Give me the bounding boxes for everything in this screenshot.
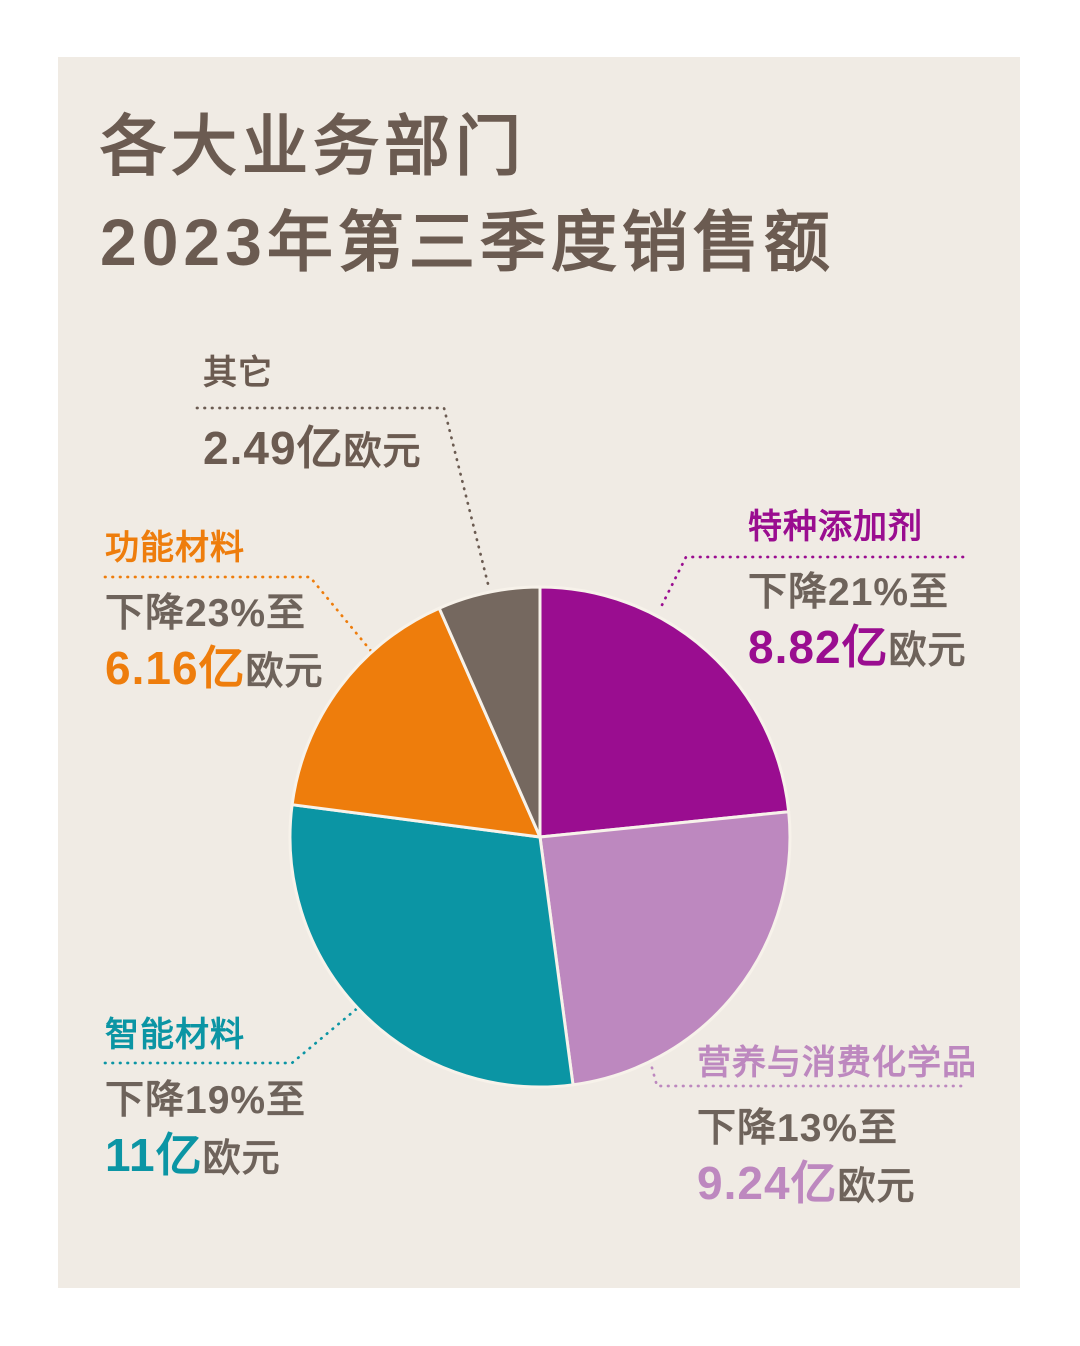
- segment-change: 下降19%至: [105, 1078, 307, 1122]
- pie-slice-3: [290, 606, 542, 839]
- callout-line-specialty-additives: [657, 555, 965, 613]
- segment-value: 2.49亿欧元: [203, 422, 422, 475]
- callout-line-functional-materials: [103, 575, 373, 653]
- segment-value: 6.16亿欧元: [105, 642, 324, 695]
- segment-value-number: 6.16亿: [105, 642, 246, 695]
- segment-value-unit: 欧元: [202, 1138, 281, 1181]
- callout-line-smart-materials: [103, 999, 368, 1065]
- callout-line-other: [195, 406, 490, 586]
- segment-value: 11亿欧元: [105, 1129, 306, 1182]
- pie-slice-2: [288, 803, 575, 1089]
- pie-slice-1: [538, 810, 792, 1087]
- segment-value-number: 11亿: [105, 1129, 203, 1182]
- segment-label: 营养与消费化学品: [697, 1044, 977, 1082]
- segment-value-unit: 欧元: [343, 430, 422, 473]
- segment-label: 特种添加剂: [748, 508, 923, 546]
- pie-slice-0: [538, 585, 791, 839]
- pie: [288, 585, 792, 1089]
- chart-title-line2: 2023年第三季度销售额: [100, 205, 835, 279]
- segment-value-number: 8.82亿: [748, 621, 889, 674]
- segment-value-unit: 欧元: [245, 651, 324, 694]
- segment-change: 下降21%至: [748, 570, 950, 614]
- callout-specialty-additives: 特种添加剂 下降21%至 8.82亿欧元: [748, 506, 967, 674]
- segment-value: 8.82亿欧元: [748, 621, 967, 674]
- callout-nutrition-consumer: 营养与消费化学品 下降13%至 9.24亿欧元: [697, 1042, 977, 1210]
- segment-change: 下降13%至: [697, 1106, 899, 1150]
- callout-smart-materials: 智能材料 下降19%至 11亿欧元: [105, 1014, 306, 1182]
- segment-label: 智能材料: [105, 1016, 245, 1054]
- segment-label: 其它: [203, 354, 273, 392]
- segment-value-unit: 欧元: [837, 1166, 916, 1209]
- callout-functional-materials: 功能材料 下降23%至 6.16亿欧元: [105, 527, 324, 695]
- segment-change: 下降23%至: [105, 591, 307, 635]
- segment-label: 功能材料: [105, 529, 245, 567]
- callout-other: 其它 2.49亿欧元: [203, 352, 422, 474]
- segment-value-number: 9.24亿: [697, 1157, 838, 1210]
- pie-slice-4: [437, 585, 542, 839]
- chart-title: 各大业务部门 2023年第三季度销售额: [100, 98, 835, 290]
- segment-value: 9.24亿欧元: [697, 1157, 977, 1210]
- chart-title-line1: 各大业务部门: [100, 109, 526, 183]
- segment-value-unit: 欧元: [888, 630, 967, 673]
- segment-value-number: 2.49亿: [203, 421, 344, 474]
